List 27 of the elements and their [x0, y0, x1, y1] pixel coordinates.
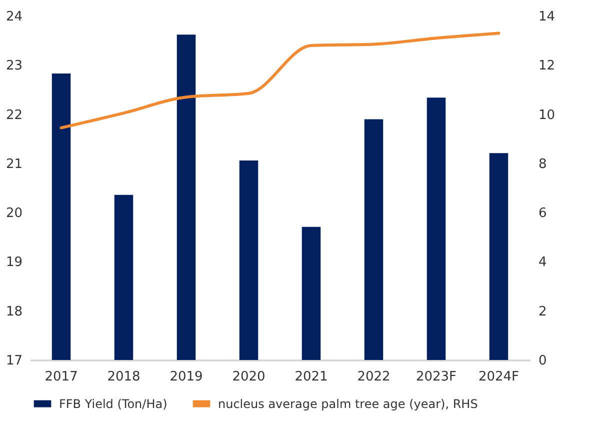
- legend-label: nucleus average palm tree age (year), RHS: [218, 396, 478, 411]
- y-tick-label: 20: [6, 206, 22, 222]
- y-tick-label: 19: [6, 255, 22, 270]
- y-tick-label: 17: [6, 354, 22, 368]
- x-tick-label: 2023F: [416, 370, 457, 384]
- x-tick-label: 2019: [170, 370, 203, 384]
- y-tick-label: 18: [6, 304, 22, 320]
- x-tick-label: 2022: [357, 370, 390, 384]
- y-tick-label: 22: [6, 108, 22, 123]
- y2-tick-label: 0: [538, 354, 547, 368]
- y2-tick-label: 4: [538, 255, 547, 270]
- legend-label: FFB Yield (Ton/Ha): [59, 396, 168, 411]
- y2-tick-label: 14: [538, 10, 556, 24]
- y2-tick-label: 8: [538, 156, 547, 172]
- y2-tick-label: 2: [538, 304, 547, 320]
- y-tick-label: 24: [6, 10, 22, 24]
- x-tick-label: 2020: [232, 370, 266, 384]
- y-tick-label: 21: [6, 156, 22, 172]
- x-tick-label: 2018: [107, 370, 140, 384]
- y-tick-label: 23: [6, 58, 22, 74]
- line-series: [60, 32, 500, 130]
- x-tick-label: 2024F: [478, 370, 520, 384]
- x-tick-label: 2021: [294, 370, 328, 384]
- y2-tick-label: 10: [538, 108, 556, 123]
- x-tick-label: 2017: [44, 370, 78, 384]
- y2-tick-label: 6: [538, 206, 547, 222]
- y2-tick-label: 12: [538, 58, 556, 74]
